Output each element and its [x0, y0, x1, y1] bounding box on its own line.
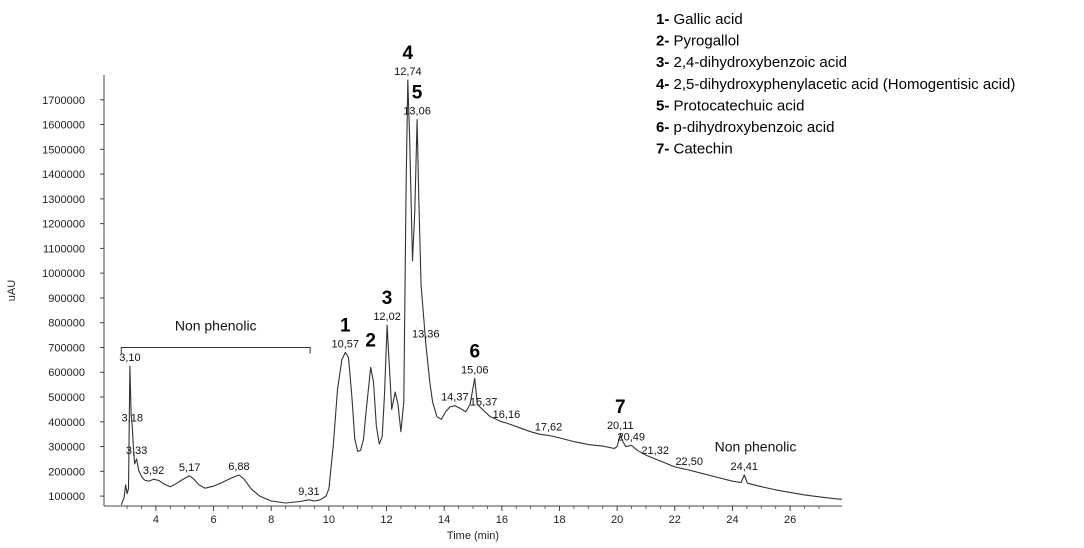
legend-compound-name: 2,4-dihydroxybenzoic acid [669, 54, 847, 71]
x-tick-label: 20 [611, 514, 623, 526]
x-tick-label: 26 [784, 514, 796, 526]
compound-marker: 3 [382, 288, 393, 309]
region-label: Non phenolic [175, 317, 257, 333]
x-tick-label: 14 [438, 514, 450, 526]
peak-label: 3,10 [119, 352, 140, 364]
non-phenolic-bracket [120, 346, 311, 354]
legend-entry: 6- p-dihydroxybenzoic acid [656, 119, 834, 136]
peak-label: 17,62 [535, 421, 563, 433]
peak-label: 21,32 [641, 445, 669, 457]
peak-label: 3,33 [126, 445, 147, 457]
y-tick-label: 600000 [48, 367, 85, 379]
legend-compound-name: 2,5-dihydroxyphenylacetic acid (Homogent… [669, 76, 1015, 93]
y-tick-label: 1100000 [43, 243, 85, 255]
x-axis-label: Time (min) [447, 530, 499, 542]
chromatogram-trace [120, 79, 843, 505]
legend-compound-name: Protocatechuic acid [669, 97, 804, 114]
legend-compound-name: Gallic acid [669, 11, 742, 28]
peak-label: 5,17 [179, 462, 200, 474]
peak-label: 20,49 [618, 431, 646, 443]
peak-label: 15,37 [470, 397, 498, 409]
legend-entry: 7- Catechin [656, 141, 733, 158]
y-tick-label: 1200000 [42, 219, 85, 231]
y-tick-label: 900000 [48, 293, 85, 305]
peak-label: 16,16 [493, 409, 521, 421]
y-axis-label: uAU [6, 280, 18, 301]
axes: 4 6 8 10 12 14 16 18 20 22 24 261000002000003000004… [6, 75, 842, 542]
compound-marker: 6 [469, 341, 480, 362]
peak-label: 12,74 [394, 66, 422, 78]
peak-label: 13,06 [403, 106, 431, 118]
x-tick-label: 16 [496, 514, 508, 526]
legend-compound-name: Catechin [669, 141, 732, 158]
y-tick-label: 400000 [48, 417, 85, 429]
peak-label: 3,18 [122, 413, 143, 425]
y-tick-label: 1300000 [42, 194, 85, 206]
compound-marker: 1 [340, 315, 351, 336]
peak-labels: 3,103,183,333,92 5,17 6,889,3110,5712,0212… [119, 43, 758, 498]
compound-marker: 7 [615, 397, 626, 418]
peak-label: 3,92 [143, 465, 164, 477]
x-tick-label: 10 [323, 514, 335, 526]
compound-marker: 5 [412, 83, 423, 104]
peak-label: 22,50 [675, 456, 703, 468]
legend-number: 4- [656, 76, 669, 93]
trace-group [120, 79, 843, 505]
legend-number: 2- [656, 33, 669, 50]
legend-entry: 2- Pyrogallol [656, 33, 739, 50]
y-tick-label: 1500000 [42, 144, 85, 156]
y-tick-label: 800000 [48, 318, 85, 330]
peak-label: 13,36 [412, 329, 440, 341]
y-tick-label: 700000 [48, 342, 85, 354]
legend-entry: 3- 2,4-dihydroxybenzoic acid [656, 54, 847, 71]
x-tick-label: 4 [153, 514, 159, 526]
y-tick-label: 500000 [48, 392, 85, 404]
y-tick-label: 1000000 [42, 268, 85, 280]
peak-label: 24,41 [731, 461, 759, 473]
peak-label: 20,11 [607, 420, 634, 432]
legend-entry: 4- 2,5-dihydroxyphenylacetic acid (Homog… [656, 76, 1015, 93]
annotations: Non phenolic Non phenolic [120, 317, 797, 455]
compound-marker: 2 [365, 330, 376, 351]
y-tick-label: 1400000 [42, 169, 85, 181]
legend-number: 1- [656, 11, 669, 28]
legend-number: 7- [656, 141, 669, 158]
legend-number: 5- [656, 97, 669, 114]
legend-number: 6- [656, 119, 669, 136]
x-tick-label: 12 [380, 514, 392, 526]
x-tick-label: 8 [268, 514, 274, 526]
x-tick-label: 18 [553, 514, 565, 526]
legend-number: 3- [656, 54, 669, 71]
peak-label: 15,06 [461, 364, 489, 376]
legend-compound-name: p-dihydroxybenzoic acid [669, 119, 834, 136]
region-label: Non phenolic [715, 439, 797, 455]
y-tick-label: 300000 [48, 442, 85, 454]
peak-label: 14,37 [441, 392, 469, 404]
legend-entry: 5- Protocatechuic acid [656, 97, 804, 114]
x-tick-label: 6 [210, 514, 216, 526]
x-tick-label: 24 [726, 514, 738, 526]
y-tick-label: 200000 [48, 466, 85, 478]
y-tick-label: 1600000 [42, 120, 85, 132]
peak-label: 12,02 [373, 311, 401, 323]
x-tick-label: 22 [669, 514, 681, 526]
compound-marker: 4 [403, 43, 414, 64]
legend-compound-name: Pyrogallol [669, 33, 739, 50]
peak-label: 6,88 [228, 461, 249, 473]
peak-label: 9,31 [298, 486, 319, 498]
peak-label: 10,57 [332, 338, 360, 350]
y-tick-label: 1700000 [42, 95, 85, 107]
y-tick-label: 100000 [48, 491, 85, 503]
legend-entry: 1- Gallic acid [656, 11, 743, 28]
